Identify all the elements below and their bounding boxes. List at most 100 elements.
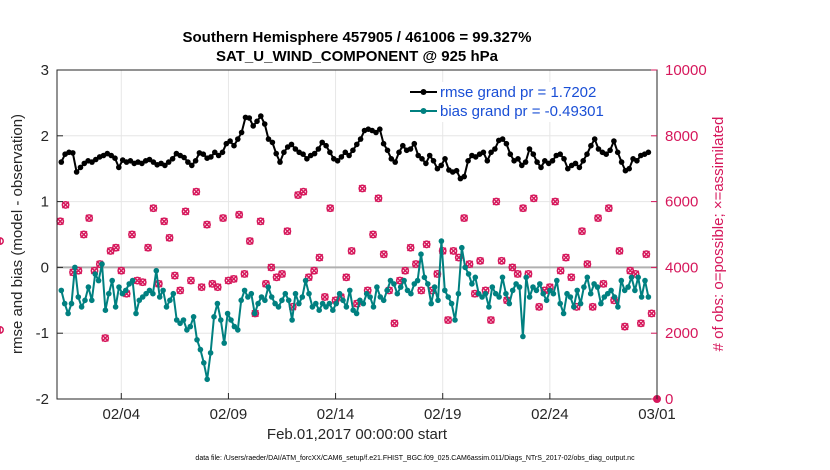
right-axis-ticks: 0 2000 4000 6000 8000 10000 — [651, 62, 707, 408]
series-point — [187, 323, 194, 330]
series-point — [584, 274, 591, 281]
legend: rmse grand pr = 1.7202 bias grand pr = -… — [405, 82, 652, 122]
series-point — [435, 297, 441, 304]
series-point — [557, 300, 563, 307]
x-axis-label: Feb.01,2017 00:00:00 start — [267, 426, 448, 443]
series-point — [92, 271, 98, 277]
obs-assimilated-point — [551, 197, 559, 206]
series-point — [82, 297, 88, 304]
series-point — [269, 139, 276, 146]
series-point — [492, 146, 498, 152]
series-point — [503, 290, 509, 297]
series-point — [279, 297, 285, 304]
series-point — [181, 154, 187, 161]
series-point — [465, 271, 472, 277]
series-point — [407, 146, 414, 152]
series-point — [89, 297, 95, 304]
series-point — [116, 164, 122, 171]
obs-assimilated-point — [615, 247, 624, 255]
series-point — [268, 294, 275, 300]
obs-assimilated-point — [197, 283, 206, 291]
series-point — [215, 152, 222, 159]
series-point — [401, 277, 407, 284]
obs-possible-point — [85, 214, 94, 223]
series-point — [396, 149, 402, 156]
obs-assimilated-point — [149, 204, 158, 212]
series-point — [394, 290, 401, 297]
x-tick-label-5: 03/01 — [638, 406, 676, 423]
obs-possible-point — [347, 247, 356, 255]
obs-assimilated-point — [235, 211, 243, 219]
obs-possible-point — [561, 253, 570, 262]
obs-possible-point — [535, 302, 544, 311]
series-point — [465, 158, 471, 164]
series-point — [211, 314, 217, 320]
right-tick-label-1: 2000 — [665, 325, 698, 342]
series-point — [112, 304, 119, 310]
obs-assimilated-point — [578, 227, 586, 235]
obs-assimilated-point — [519, 204, 527, 212]
legend-bias-marker — [420, 108, 427, 114]
series-point — [300, 151, 306, 157]
obs-possible-point — [219, 214, 228, 223]
series-point — [635, 274, 641, 281]
series-point — [438, 238, 445, 244]
series-point — [72, 264, 78, 271]
obs-possible-point — [492, 197, 501, 206]
obs-assimilated-point — [583, 260, 592, 268]
left-tick-label-2: 0 — [41, 259, 49, 276]
series-point — [388, 156, 395, 162]
series-point — [442, 156, 448, 162]
series-point — [459, 244, 465, 251]
series-point — [347, 287, 353, 294]
obs-possible-point — [604, 204, 613, 213]
series-point — [221, 340, 227, 346]
series-point — [370, 304, 377, 310]
series-point — [384, 287, 390, 294]
left-tick-label-1: -1 — [36, 325, 49, 342]
series-line — [60, 115, 649, 180]
obs-assimilated-point — [497, 257, 506, 265]
obs-possible-point — [567, 273, 576, 282]
series-point — [77, 164, 84, 171]
series-point — [516, 284, 523, 290]
left-tick-label-0: -2 — [36, 391, 49, 408]
series-point — [224, 310, 231, 317]
x-tick-label-3: 02/19 — [424, 406, 462, 423]
series-point — [384, 147, 391, 154]
series-point — [618, 277, 625, 284]
obs-assimilated-point — [256, 217, 265, 226]
series-point — [360, 300, 367, 307]
series-point — [313, 300, 319, 307]
obs-assimilated-point — [412, 260, 420, 268]
series-point — [523, 274, 529, 281]
obs-possible-point — [203, 220, 211, 229]
obs-possible-point — [476, 256, 485, 265]
legend-box — [405, 82, 652, 122]
series-point — [299, 294, 306, 300]
series-point — [419, 156, 425, 162]
obs-assimilated-point — [605, 204, 613, 212]
series-point — [200, 151, 207, 157]
series-point — [482, 290, 489, 297]
series-point — [421, 274, 428, 281]
obs-possible-point — [320, 293, 329, 301]
bias-series — [58, 238, 652, 383]
series-point — [116, 284, 122, 290]
obs-assimilated-point — [535, 303, 543, 311]
series-point — [418, 251, 424, 257]
obs-possible-point — [165, 233, 174, 242]
obs-assimilated-point — [106, 247, 115, 255]
series-point — [231, 142, 237, 149]
series-point — [207, 350, 214, 356]
obs-assimilated-point — [117, 266, 126, 275]
series-point — [304, 156, 310, 162]
series-point — [354, 141, 360, 148]
series-point — [323, 142, 329, 149]
series-point — [576, 164, 583, 171]
obs-assimilated-point — [406, 243, 415, 252]
series-point — [343, 304, 350, 310]
obs-possible-point — [374, 194, 383, 203]
series-point — [106, 290, 112, 297]
series-point — [282, 290, 289, 297]
